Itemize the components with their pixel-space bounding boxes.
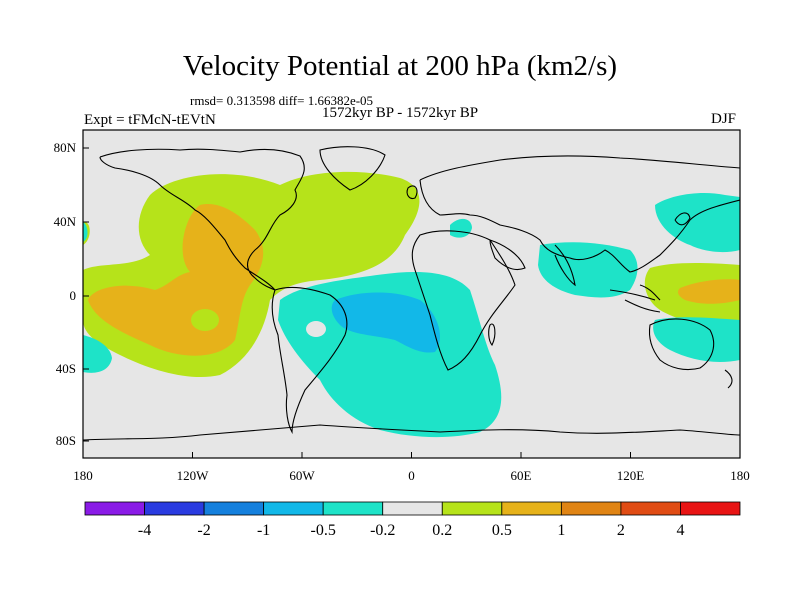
coast-south-america — [271, 286, 348, 435]
coast-greenland — [319, 146, 386, 191]
x-tick-180w: 180 — [73, 468, 93, 483]
colorbar-swatch-8 — [560, 501, 622, 516]
coast-arabia — [489, 239, 526, 271]
region-east-pacific-positive-core — [88, 204, 264, 356]
period-label: 1572kyr BP - 1572kyr BP — [322, 105, 479, 121]
x-tick-60w: 60W — [289, 468, 315, 483]
stats-line: rmsd= 0.313598 diff= 1.66382e-05 — [190, 93, 374, 108]
colorbar-label-9: 4 — [676, 522, 684, 539]
region-sw-pacific-negative — [653, 317, 740, 362]
x-tick-120e: 120E — [617, 468, 645, 483]
coast-japan — [674, 212, 691, 226]
colorbar-label-7: 1 — [557, 522, 565, 539]
coastlines — [83, 146, 740, 441]
y-tick-40n: 40N — [54, 214, 77, 229]
colorbar-swatch-5 — [382, 501, 443, 516]
coast-se-asia-islands — [609, 284, 661, 313]
x-tick-180e: 180 — [730, 468, 750, 483]
experiment-label: Expt = tFMcN-tEVtN — [84, 112, 216, 128]
colorbar-label-3: -0.5 — [311, 522, 336, 539]
coast-antarctica — [83, 424, 740, 441]
colorbar-label-5: 0.2 — [432, 522, 452, 539]
coast-north-america — [99, 148, 305, 291]
axis-ticks — [82, 147, 741, 458]
region-west-pacific-positive-core — [677, 279, 740, 304]
colorbar-swatch-1 — [144, 501, 205, 516]
region-south-atlantic-hole — [306, 321, 326, 337]
coast-new-zealand — [724, 369, 733, 389]
colorbar-swatch-3 — [263, 501, 324, 516]
colorbar-swatch-10 — [680, 501, 741, 516]
colorbar-swatch-4 — [322, 501, 384, 516]
coast-britain — [406, 185, 418, 199]
colorbar-label-6: 0.5 — [492, 522, 512, 539]
colorbar-swatch-2 — [203, 501, 265, 516]
x-tick-0: 0 — [408, 468, 415, 483]
y-tick-80s: 80S — [56, 433, 76, 448]
map-title: Velocity Potential at 200 hPa (km2/s) — [182, 50, 618, 82]
region-far-west-negative — [83, 335, 112, 373]
region-far-west-north-negative — [83, 222, 88, 242]
colorbar-label-1: -2 — [197, 522, 210, 539]
region-east-pacific-hole — [191, 309, 219, 331]
colorbar-swatch-6 — [441, 501, 503, 516]
colorbar-swatch-9 — [620, 501, 681, 516]
colorbar — [84, 501, 741, 516]
coast-india — [554, 244, 576, 287]
y-tick-0: 0 — [70, 288, 77, 303]
colorbar-label-2: -1 — [257, 522, 270, 539]
y-tick-40s: 40S — [56, 361, 76, 376]
colorbar-label-8: 2 — [617, 522, 625, 539]
season-label: DJF — [711, 111, 737, 127]
x-tick-120w: 120W — [177, 468, 210, 483]
region-south-atlantic-core — [331, 292, 440, 353]
colorbar-label-4: -0.2 — [370, 522, 395, 539]
colorbar-swatch-0 — [84, 501, 145, 516]
coast-australia — [648, 318, 715, 371]
colorbar-swatch-7 — [501, 501, 562, 516]
coast-eurasia — [419, 155, 740, 273]
coast-madagascar — [488, 323, 496, 347]
colorbar-labels: -4 -2 -1 -0.5 -0.2 0.2 0.5 1 2 4 — [138, 522, 685, 539]
colorbar-label-0: -4 — [138, 522, 151, 539]
x-tick-60e: 60E — [511, 468, 532, 483]
y-tick-80n: 80N — [54, 140, 77, 155]
